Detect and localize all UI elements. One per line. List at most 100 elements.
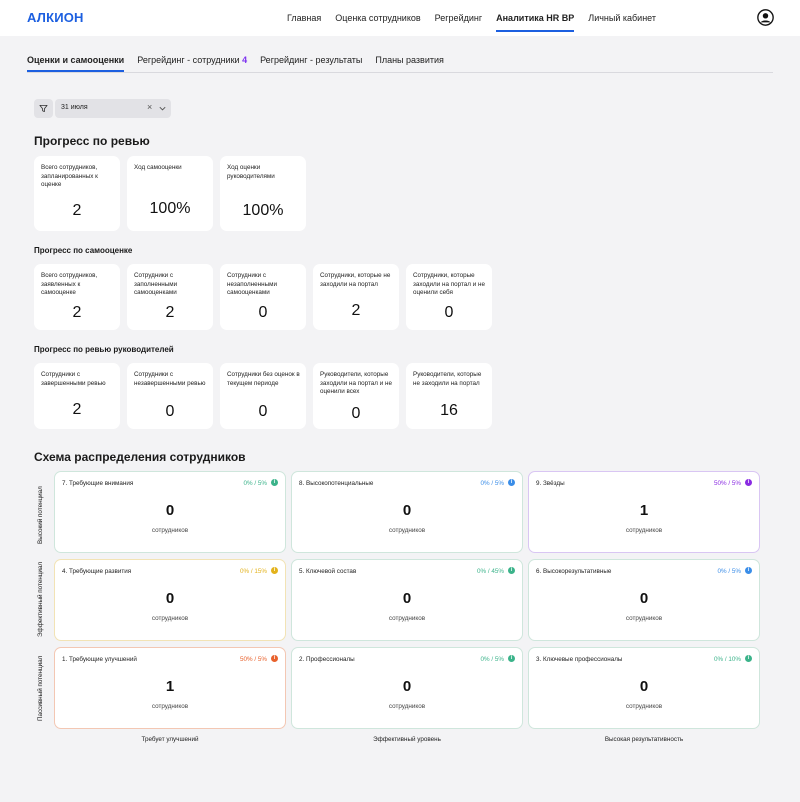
stat-label: Сотрудники, которые не заходили на порта… xyxy=(320,272,391,288)
stat-label: Руководители, которые заходили на портал… xyxy=(320,371,392,395)
stat-value: 0 xyxy=(351,405,361,422)
stat-label: Всего сотрудников, запланированных к оце… xyxy=(41,164,98,188)
stat-label: Ход самооценки xyxy=(134,164,182,171)
cell-caption: сотрудников xyxy=(151,527,189,534)
cell-count: 0 xyxy=(165,502,175,519)
cell-percentage: 0% / 5% xyxy=(243,480,267,487)
stat-card: Ход оценки руководителями 100% xyxy=(220,156,306,231)
cell-count: 0 xyxy=(402,590,412,607)
col-label-high-performance: Высокая результативность xyxy=(604,736,684,743)
stat-value: 0 xyxy=(165,403,175,420)
nav-item-regrading[interactable]: Регрейдинг xyxy=(434,13,483,23)
stat-card: Ход самооценки 100% xyxy=(127,156,213,231)
info-icon[interactable]: i xyxy=(271,479,278,486)
user-avatar-icon[interactable] xyxy=(757,9,774,26)
tab-regrading-results[interactable]: Регрейдинг - результаты xyxy=(260,55,363,65)
cell-count: 0 xyxy=(402,502,412,519)
stat-label: Сотрудники с заполненными самооценками xyxy=(134,272,178,296)
cell-percentage: 50% / 5% xyxy=(240,656,267,663)
stat-card: Руководители, которые заходили на портал… xyxy=(313,363,399,429)
cell-percentage: 0% / 10% xyxy=(714,656,741,663)
cell-title: 2. Профессионалы xyxy=(299,656,355,663)
cell-count: 1 xyxy=(165,678,175,695)
cell-count: 1 xyxy=(639,502,649,519)
cell-title: 1. Требующие улучшений xyxy=(62,656,137,663)
date-select[interactable]: 31 июля × xyxy=(55,99,171,118)
row-label-effective-potential: Эффективный потенциал xyxy=(37,561,44,637)
stat-card: Руководители, которые не заходили на пор… xyxy=(406,363,492,429)
date-value: 31 июля xyxy=(61,104,88,111)
stat-value: 2 xyxy=(165,304,175,321)
clear-icon[interactable]: × xyxy=(147,102,153,112)
distribution-cell[interactable]: 6. Высокорезультативные 0% / 5% i 0 сотрудни… xyxy=(528,559,760,641)
cell-percentage: 0% / 15% xyxy=(240,568,267,575)
stat-label: Сотрудники без оценок в текущем периоде xyxy=(227,371,300,387)
nav-item-personal-account[interactable]: Личный кабинет xyxy=(588,13,656,23)
tab-assessments[interactable]: Оценки и самооценки xyxy=(27,55,125,72)
distribution-cell[interactable]: 9. Звёзды 50% / 5% i 1 сотрудников xyxy=(528,471,760,553)
stat-card: Всего сотрудников, запланированных к оце… xyxy=(34,156,120,231)
distribution-cell[interactable]: 4. Требующие развития 0% / 15% i 0 сотрудник… xyxy=(54,559,286,641)
cell-count: 0 xyxy=(639,590,649,607)
stat-card: Сотрудники с незаполненными самооценками… xyxy=(220,264,306,330)
distribution-cell[interactable]: 2. Профессионалы 0% / 5% i 0 сотрудников xyxy=(291,647,523,729)
tab-label: Регрейдинг - сотрудники xyxy=(137,55,240,65)
cell-caption: сотрудников xyxy=(388,703,426,710)
stat-label: Сотрудники с незавершенными ревью xyxy=(134,371,206,387)
info-icon[interactable]: i xyxy=(271,655,278,662)
row-label-passive-potential: Пассивный потенциал xyxy=(37,655,44,721)
info-icon[interactable]: i xyxy=(508,567,515,574)
nav-item-home[interactable]: Главная xyxy=(287,13,322,23)
distribution-cell[interactable]: 1. Требующие улучшений 50% / 5% i 1 сотрудни… xyxy=(54,647,286,729)
self-progress-title: Прогресс по самооценке xyxy=(34,246,133,255)
stat-value: 2 xyxy=(72,401,82,418)
info-icon[interactable]: i xyxy=(745,655,752,662)
stat-value: 100% xyxy=(149,200,191,217)
stat-value: 16 xyxy=(440,402,458,419)
chevron-down-icon[interactable] xyxy=(158,104,167,113)
nav-item-employee-assessment[interactable]: Оценка сотрудников xyxy=(335,13,421,23)
cell-count: 0 xyxy=(402,678,412,695)
cell-count: 0 xyxy=(165,590,175,607)
cell-caption: сотрудников xyxy=(388,615,426,622)
nav-item-hr-bp-analytics[interactable]: Аналитика HR BP xyxy=(496,13,575,33)
cell-caption: сотрудников xyxy=(625,527,663,534)
stat-card: Сотрудники, которые заходили на портал и… xyxy=(406,264,492,330)
tab-count-badge: 4 xyxy=(242,55,248,65)
distribution-cell[interactable]: 7. Требующие внимания 0% / 5% i 0 сотруднико… xyxy=(54,471,286,553)
cell-count: 0 xyxy=(639,678,649,695)
distribution-cell[interactable]: 8. Высокопотенциальные 0% / 5% i 0 сотрудник… xyxy=(291,471,523,553)
filter-icon xyxy=(39,104,48,113)
col-label-needs-improvement: Требует улучшений xyxy=(141,736,199,743)
stat-label: Всего сотрудников, заявленных к самооцен… xyxy=(41,272,98,296)
cell-percentage: 0% / 5% xyxy=(717,568,741,575)
stat-value: 2 xyxy=(72,202,82,219)
cell-percentage: 50% / 5% xyxy=(714,480,741,487)
cell-title: 4. Требующие развития xyxy=(62,568,132,575)
cell-caption: сотрудников xyxy=(625,615,663,622)
stat-label: Сотрудники с завершенными ревью xyxy=(41,371,106,387)
cell-caption: сотрудников xyxy=(151,703,189,710)
app-logo[interactable]: АЛКИОН xyxy=(27,10,84,25)
info-icon[interactable]: i xyxy=(271,567,278,574)
info-icon[interactable]: i xyxy=(745,479,752,486)
distribution-cell[interactable]: 5. Ключевой состав 0% / 45% i 0 сотрудников xyxy=(291,559,523,641)
stat-card: Сотрудники без оценок в текущем периоде … xyxy=(220,363,306,429)
stat-card: Сотрудники с незавершенными ревью 0 xyxy=(127,363,213,429)
cell-title: 7. Требующие внимания xyxy=(62,480,134,487)
stat-card: Всего сотрудников, заявленных к самооцен… xyxy=(34,264,120,330)
stat-label: Руководители, которые не заходили на пор… xyxy=(413,371,482,387)
cell-title: 8. Высокопотенциальные xyxy=(299,480,374,487)
info-icon[interactable]: i xyxy=(745,567,752,574)
tab-development-plans[interactable]: Планы развития xyxy=(375,55,444,65)
cell-title: 9. Звёзды xyxy=(536,480,565,487)
info-icon[interactable]: i xyxy=(508,479,515,486)
filter-button[interactable] xyxy=(34,99,53,118)
review-progress-title: Прогресс по ревью xyxy=(34,134,150,148)
distribution-cell[interactable]: 3. Ключевые профессионалы 0% / 10% i 0 сотру… xyxy=(528,647,760,729)
stat-label: Сотрудники, которые заходили на портал и… xyxy=(413,272,485,296)
info-icon[interactable]: i xyxy=(508,655,515,662)
tab-regrading-employees[interactable]: Регрейдинг - сотрудники 4 xyxy=(137,55,247,72)
col-label-effective-level: Эффективный уровень xyxy=(373,736,441,743)
row-label-high-potential: Высокий потенциал xyxy=(37,486,44,544)
